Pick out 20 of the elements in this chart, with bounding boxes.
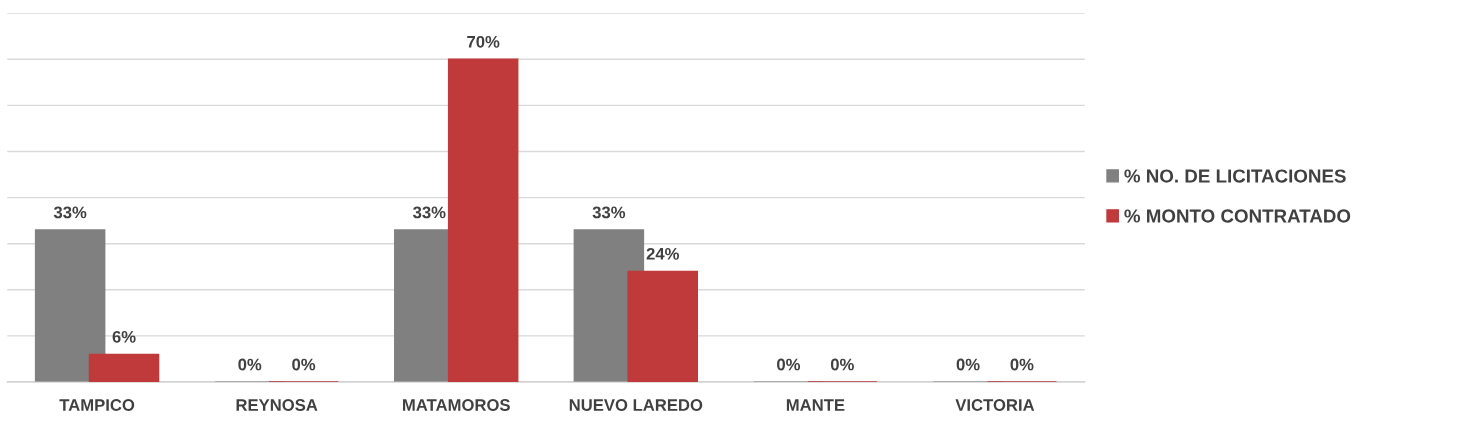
x-tick-label: TAMPICO: [59, 399, 135, 411]
data-label: 24%: [646, 247, 679, 260]
x-tick-label: MATAMOROS: [403, 399, 510, 411]
data-label: 33%: [592, 206, 626, 219]
data-label: 0%: [292, 358, 316, 371]
data-label: 0%: [777, 358, 801, 371]
data-label: 33%: [413, 206, 446, 219]
x-tick-label: VICTORIA: [955, 399, 1035, 411]
data-label: 6%: [112, 330, 136, 343]
data-label: 0%: [830, 358, 854, 371]
legend-label: % MONTO CONTRATADO: [1124, 209, 1351, 223]
data-label: 33%: [53, 206, 87, 219]
data-label: 70%: [467, 35, 500, 48]
data-label: 0%: [956, 358, 980, 371]
data-label: 0%: [1010, 358, 1034, 371]
data-label: 0%: [238, 358, 262, 371]
x-tick-label: REYNOSA: [236, 399, 318, 411]
legend-label: % NO. DE LICITACIONES: [1124, 169, 1346, 183]
x-tick-label: NUEVO LAREDO: [569, 399, 703, 411]
x-tick-label: MANTE: [786, 399, 845, 411]
